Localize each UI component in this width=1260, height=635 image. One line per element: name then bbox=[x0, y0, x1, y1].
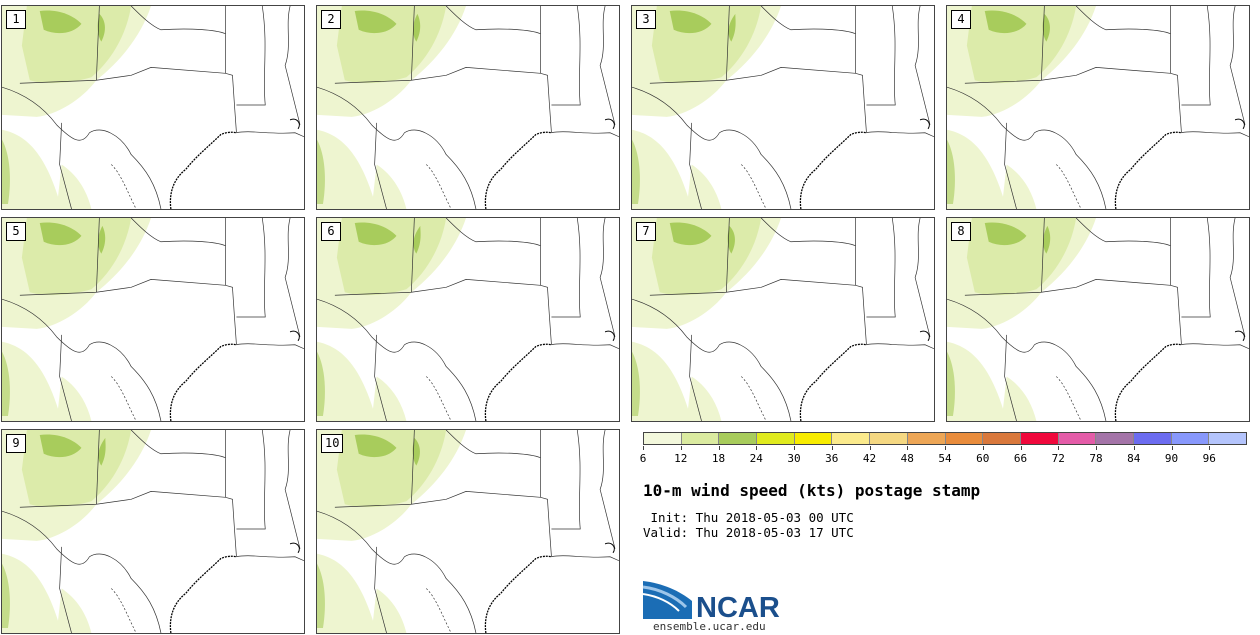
panel-member-label: 7 bbox=[636, 222, 656, 241]
colorbar-tick-label: 24 bbox=[749, 452, 763, 465]
colorbar-segment bbox=[1133, 433, 1172, 444]
colorbar-tick-mark bbox=[680, 446, 682, 450]
colorbar-tick-mark bbox=[718, 446, 720, 450]
postage-stamp-panel: 2 bbox=[316, 5, 620, 210]
colorbar-segment bbox=[794, 433, 833, 444]
colorbar-tick-label: 6 bbox=[639, 452, 647, 465]
colorbar-tick-mark bbox=[945, 446, 946, 450]
colorbar-tick-label: 12 bbox=[674, 452, 688, 465]
colorbar-tick-label: 36 bbox=[825, 452, 839, 465]
panel-member-label: 8 bbox=[951, 222, 971, 241]
colorbar-tick-mark bbox=[756, 446, 758, 450]
postage-stamp-panel: 1 bbox=[1, 5, 305, 210]
panel-member-label: 5 bbox=[6, 222, 26, 241]
colorbar-tick-label: 84 bbox=[1127, 452, 1141, 465]
colorbar-segment bbox=[644, 433, 682, 444]
colorbar-segment bbox=[832, 433, 871, 444]
logo-url: ensemble.ucar.edu bbox=[653, 620, 766, 633]
colorbar-segment bbox=[719, 433, 758, 444]
ncar-logo: NCAR bbox=[642, 577, 802, 624]
colorbar-tick-mark bbox=[1209, 446, 1211, 450]
colorbar-tick-label: 78 bbox=[1089, 452, 1103, 465]
postage-stamp-panel: 10 bbox=[316, 429, 620, 634]
colorbar-tick-mark bbox=[982, 446, 984, 450]
colorbar-segment bbox=[1020, 433, 1059, 444]
figure-title: 10-m wind speed (kts) postage stamp bbox=[643, 481, 981, 500]
colorbar-tick-mark bbox=[794, 446, 795, 450]
colorbar-tick-mark bbox=[831, 446, 833, 450]
panel-member-label: 9 bbox=[6, 434, 26, 453]
colorbar-segment bbox=[983, 433, 1021, 444]
colorbar-segment bbox=[757, 433, 795, 444]
colorbar-segment bbox=[1209, 433, 1246, 444]
valid-time: Valid: Thu 2018-05-03 17 UTC bbox=[643, 525, 854, 540]
colorbar-tick-label: 96 bbox=[1202, 452, 1216, 465]
panel-member-label: 4 bbox=[951, 10, 971, 29]
colorbar-tick-mark bbox=[1133, 446, 1135, 450]
colorbar-segment bbox=[870, 433, 908, 444]
postage-stamp-panel: 8 bbox=[946, 217, 1250, 422]
colorbar-tick-label: 72 bbox=[1051, 452, 1065, 465]
panel-member-label: 10 bbox=[321, 434, 344, 453]
colorbar-tick-label: 48 bbox=[900, 452, 914, 465]
colorbar-ticks: 6 12 18 24 30 36 42 48 54 60 66 72 78 84 90 96 bbox=[639, 446, 1247, 470]
colorbar-segment bbox=[1171, 433, 1210, 444]
postage-stamp-panel: 5 bbox=[1, 217, 305, 422]
colorbar-segment bbox=[1096, 433, 1134, 444]
ncar-logo-text: NCAR bbox=[696, 592, 780, 622]
colorbar-tick-mark bbox=[907, 446, 909, 450]
colorbar-tick-mark bbox=[1096, 446, 1097, 450]
colorbar-tick-label: 66 bbox=[1013, 452, 1028, 465]
colorbar-tick-label: 60 bbox=[976, 452, 990, 465]
panel-member-label: 2 bbox=[321, 10, 341, 29]
colorbar-tick-mark bbox=[1171, 446, 1173, 450]
colorbar-tick-label: 30 bbox=[787, 452, 801, 465]
postage-stamp-panel: 3 bbox=[631, 5, 935, 210]
colorbar-segment bbox=[681, 433, 720, 444]
init-time: Init: Thu 2018-05-03 00 UTC bbox=[643, 510, 854, 525]
colorbar-tick-label: 54 bbox=[938, 452, 952, 465]
panel-member-label: 3 bbox=[636, 10, 656, 29]
colorbar-tick-label: 90 bbox=[1164, 452, 1179, 465]
colorbar-segment bbox=[945, 433, 984, 444]
colorbar-tick-mark bbox=[1020, 446, 1022, 450]
postage-stamp-panel: 4 bbox=[946, 5, 1250, 210]
wind-speed-colorbar bbox=[643, 432, 1247, 445]
postage-stamp-panel: 7 bbox=[631, 217, 935, 422]
colorbar-segment bbox=[907, 433, 946, 444]
panel-member-label: 1 bbox=[6, 10, 26, 29]
colorbar-tick-label: 18 bbox=[711, 452, 726, 465]
colorbar-segment bbox=[1058, 433, 1097, 444]
postage-stamp-panel: 9 bbox=[1, 429, 305, 634]
colorbar-tick-mark bbox=[1058, 446, 1060, 450]
colorbar-tick-label: 42 bbox=[862, 452, 877, 465]
panel-member-label: 6 bbox=[321, 222, 341, 241]
postage-stamp-panel: 6 bbox=[316, 217, 620, 422]
colorbar-tick-mark bbox=[643, 446, 644, 450]
colorbar-tick-mark bbox=[869, 446, 871, 450]
